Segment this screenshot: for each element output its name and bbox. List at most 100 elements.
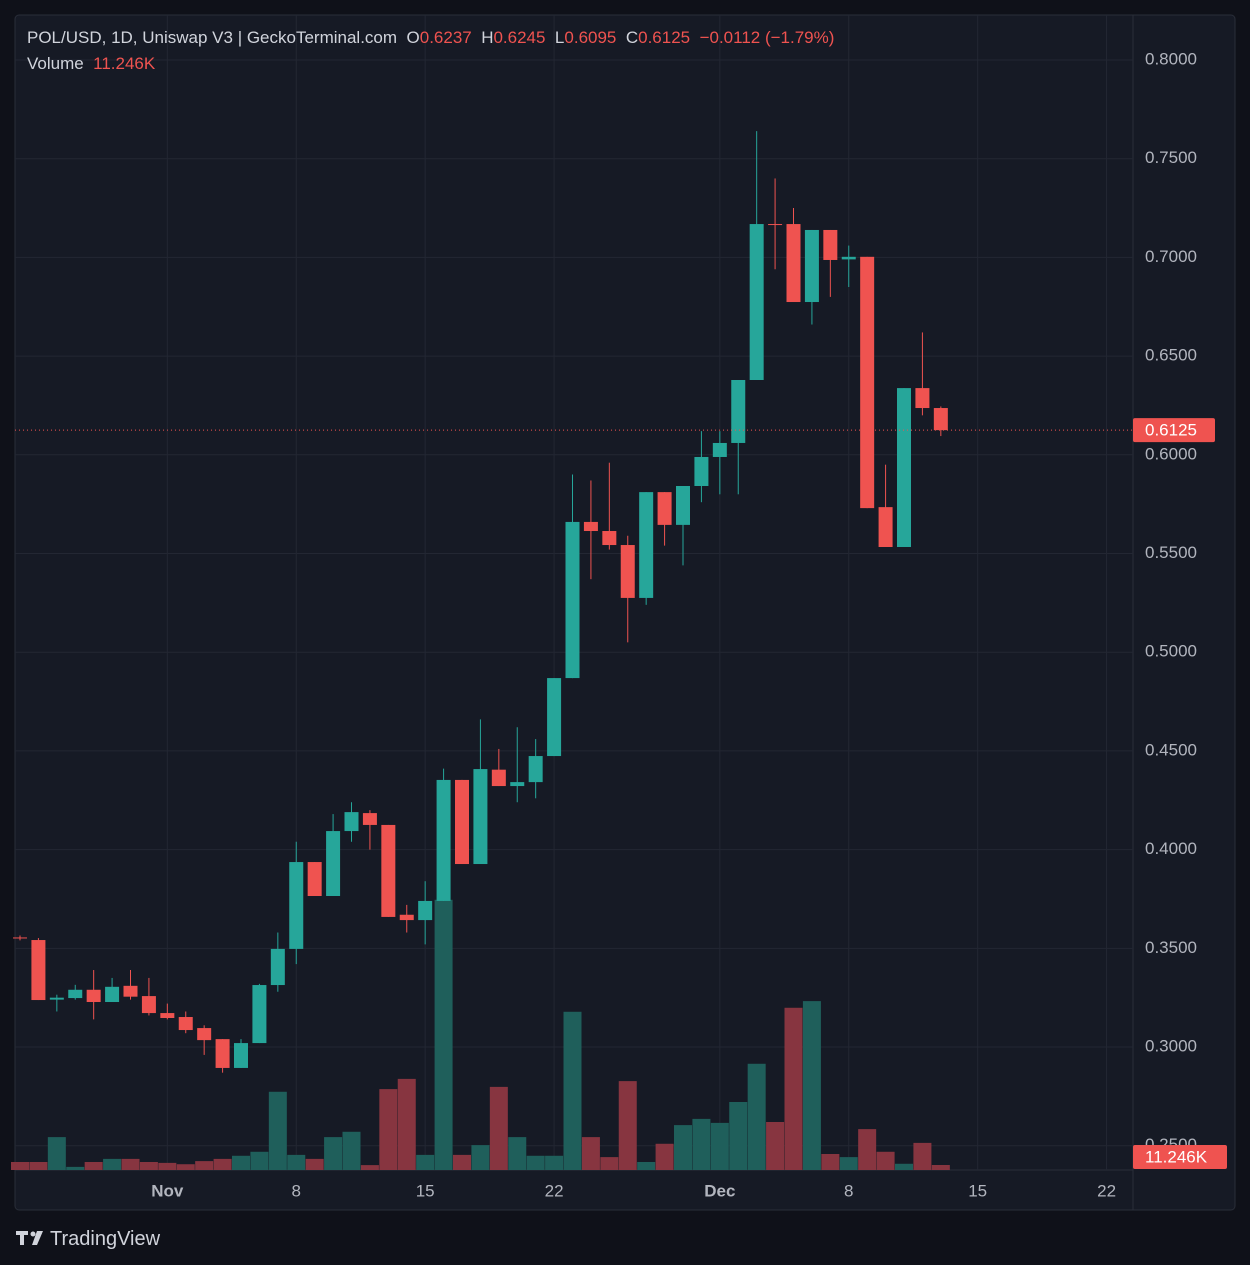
candle-body: [639, 492, 654, 598]
candle-body: [841, 256, 856, 260]
candle-body: [528, 756, 543, 783]
volume-bar: [766, 1122, 785, 1170]
volume-bar: [379, 1089, 398, 1170]
volume-bar: [305, 1158, 324, 1170]
volume-bar: [729, 1102, 748, 1170]
volume-bar: [895, 1163, 913, 1170]
logo-mark: [16, 1231, 28, 1245]
volume-bar: [876, 1151, 895, 1170]
candle-body: [731, 379, 746, 443]
y-tick-label: 0.4000: [1145, 839, 1197, 858]
candle-body: [326, 831, 341, 897]
axes: 0.25000.30000.35000.40000.45000.50000.55…: [15, 49, 1227, 1200]
candle-body: [694, 456, 709, 487]
y-tick-label: 0.6000: [1145, 444, 1197, 463]
candle-body: [178, 1017, 193, 1031]
candle-body: [455, 779, 469, 865]
symbol-title: POL/USD, 1D, Uniswap V3 | GeckoTerminal.…: [27, 28, 398, 47]
y-tick-label: 0.4500: [1145, 740, 1197, 759]
volume-bar: [692, 1118, 711, 1170]
candle-body: [823, 229, 838, 260]
candle-body: [565, 521, 580, 679]
volume-bar: [453, 1154, 471, 1170]
logo-dot: [30, 1231, 36, 1237]
volume-bar: [176, 1164, 195, 1170]
x-tick-label: 15: [968, 1181, 987, 1200]
volume-bar: [342, 1131, 361, 1170]
candle-body: [381, 824, 396, 917]
candle-body: [620, 545, 635, 598]
volume-bar: [47, 1137, 66, 1170]
candle-body: [270, 948, 285, 986]
x-tick-label: 8: [292, 1181, 301, 1200]
volume-value: 11.246K: [93, 54, 156, 73]
volume-bar: [913, 1142, 932, 1170]
candle-body: [510, 782, 525, 787]
volume-bar: [526, 1155, 545, 1170]
volume-bar: [158, 1162, 177, 1170]
x-tick-label: Nov: [151, 1181, 184, 1200]
candle-body: [860, 256, 875, 509]
candle-body: [436, 779, 451, 901]
x-tick-label: Dec: [704, 1181, 735, 1200]
brand: TradingView: [50, 1228, 161, 1250]
candle-body: [215, 1039, 230, 1068]
volume-title: Volume: [27, 54, 84, 73]
volume-bar: [213, 1158, 232, 1170]
ohlc-value: 0.6095: [564, 28, 617, 47]
y-tick-label: 0.6500: [1145, 346, 1197, 365]
volume-bar: [581, 1137, 600, 1170]
legend-line: POL/USD, 1D, Uniswap V3 | GeckoTerminal.…: [27, 28, 834, 48]
ohlc-label: O: [406, 28, 420, 47]
candle-body: [31, 940, 46, 1001]
candle-body: [362, 813, 377, 825]
volume-bar: [416, 1154, 435, 1170]
candle-body: [68, 989, 83, 999]
candle-body: [160, 1013, 175, 1019]
volume-bar: [858, 1129, 877, 1170]
candle-body: [657, 492, 672, 525]
candles: [13, 131, 948, 1073]
change: −0.0112 (−1.79%): [699, 28, 835, 47]
y-tick-label: 0.5000: [1145, 642, 1197, 661]
candle-body: [418, 900, 433, 921]
volume-bar: [674, 1125, 692, 1170]
volume-bar: [287, 1154, 306, 1170]
volume-bar: [268, 1091, 287, 1170]
ohlc-label: L: [554, 28, 565, 47]
candle-body: [897, 388, 911, 547]
volume-bar: [710, 1122, 729, 1170]
volume-bar: [931, 1165, 950, 1170]
y-tick-label: 0.7000: [1145, 247, 1197, 266]
candle-body: [878, 507, 893, 547]
volume-bar: [29, 1162, 48, 1170]
volume-bar: [434, 899, 453, 1170]
x-tick-label: 15: [416, 1181, 435, 1200]
y-tick-label: 0.5500: [1145, 543, 1197, 562]
volume-badge: [1133, 1145, 1227, 1169]
candle-body: [234, 1043, 248, 1068]
price-badge: [1133, 418, 1215, 443]
candle-body: [13, 937, 27, 939]
candle-body: [749, 224, 764, 380]
candle-body: [491, 769, 506, 787]
candle-body: [252, 985, 267, 1044]
candle-body: [602, 531, 617, 546]
chart-frame: [14, 14, 1236, 1211]
candle-body: [141, 996, 156, 1014]
volume-badge-label: 11.246K: [1145, 1147, 1208, 1166]
volume-bar: [471, 1145, 490, 1170]
candle-body: [676, 486, 690, 525]
volume-bar: [250, 1151, 269, 1170]
volume-bar: [802, 1001, 821, 1170]
candle-body: [344, 812, 359, 832]
y-tick-label: 0.3500: [1145, 938, 1197, 957]
volume-bar: [11, 1162, 29, 1170]
volume-bar: [508, 1137, 527, 1170]
candle-body: [768, 224, 783, 226]
volume-bar: [360, 1165, 379, 1170]
candle-body: [547, 678, 562, 757]
volume-bar: [655, 1143, 674, 1170]
